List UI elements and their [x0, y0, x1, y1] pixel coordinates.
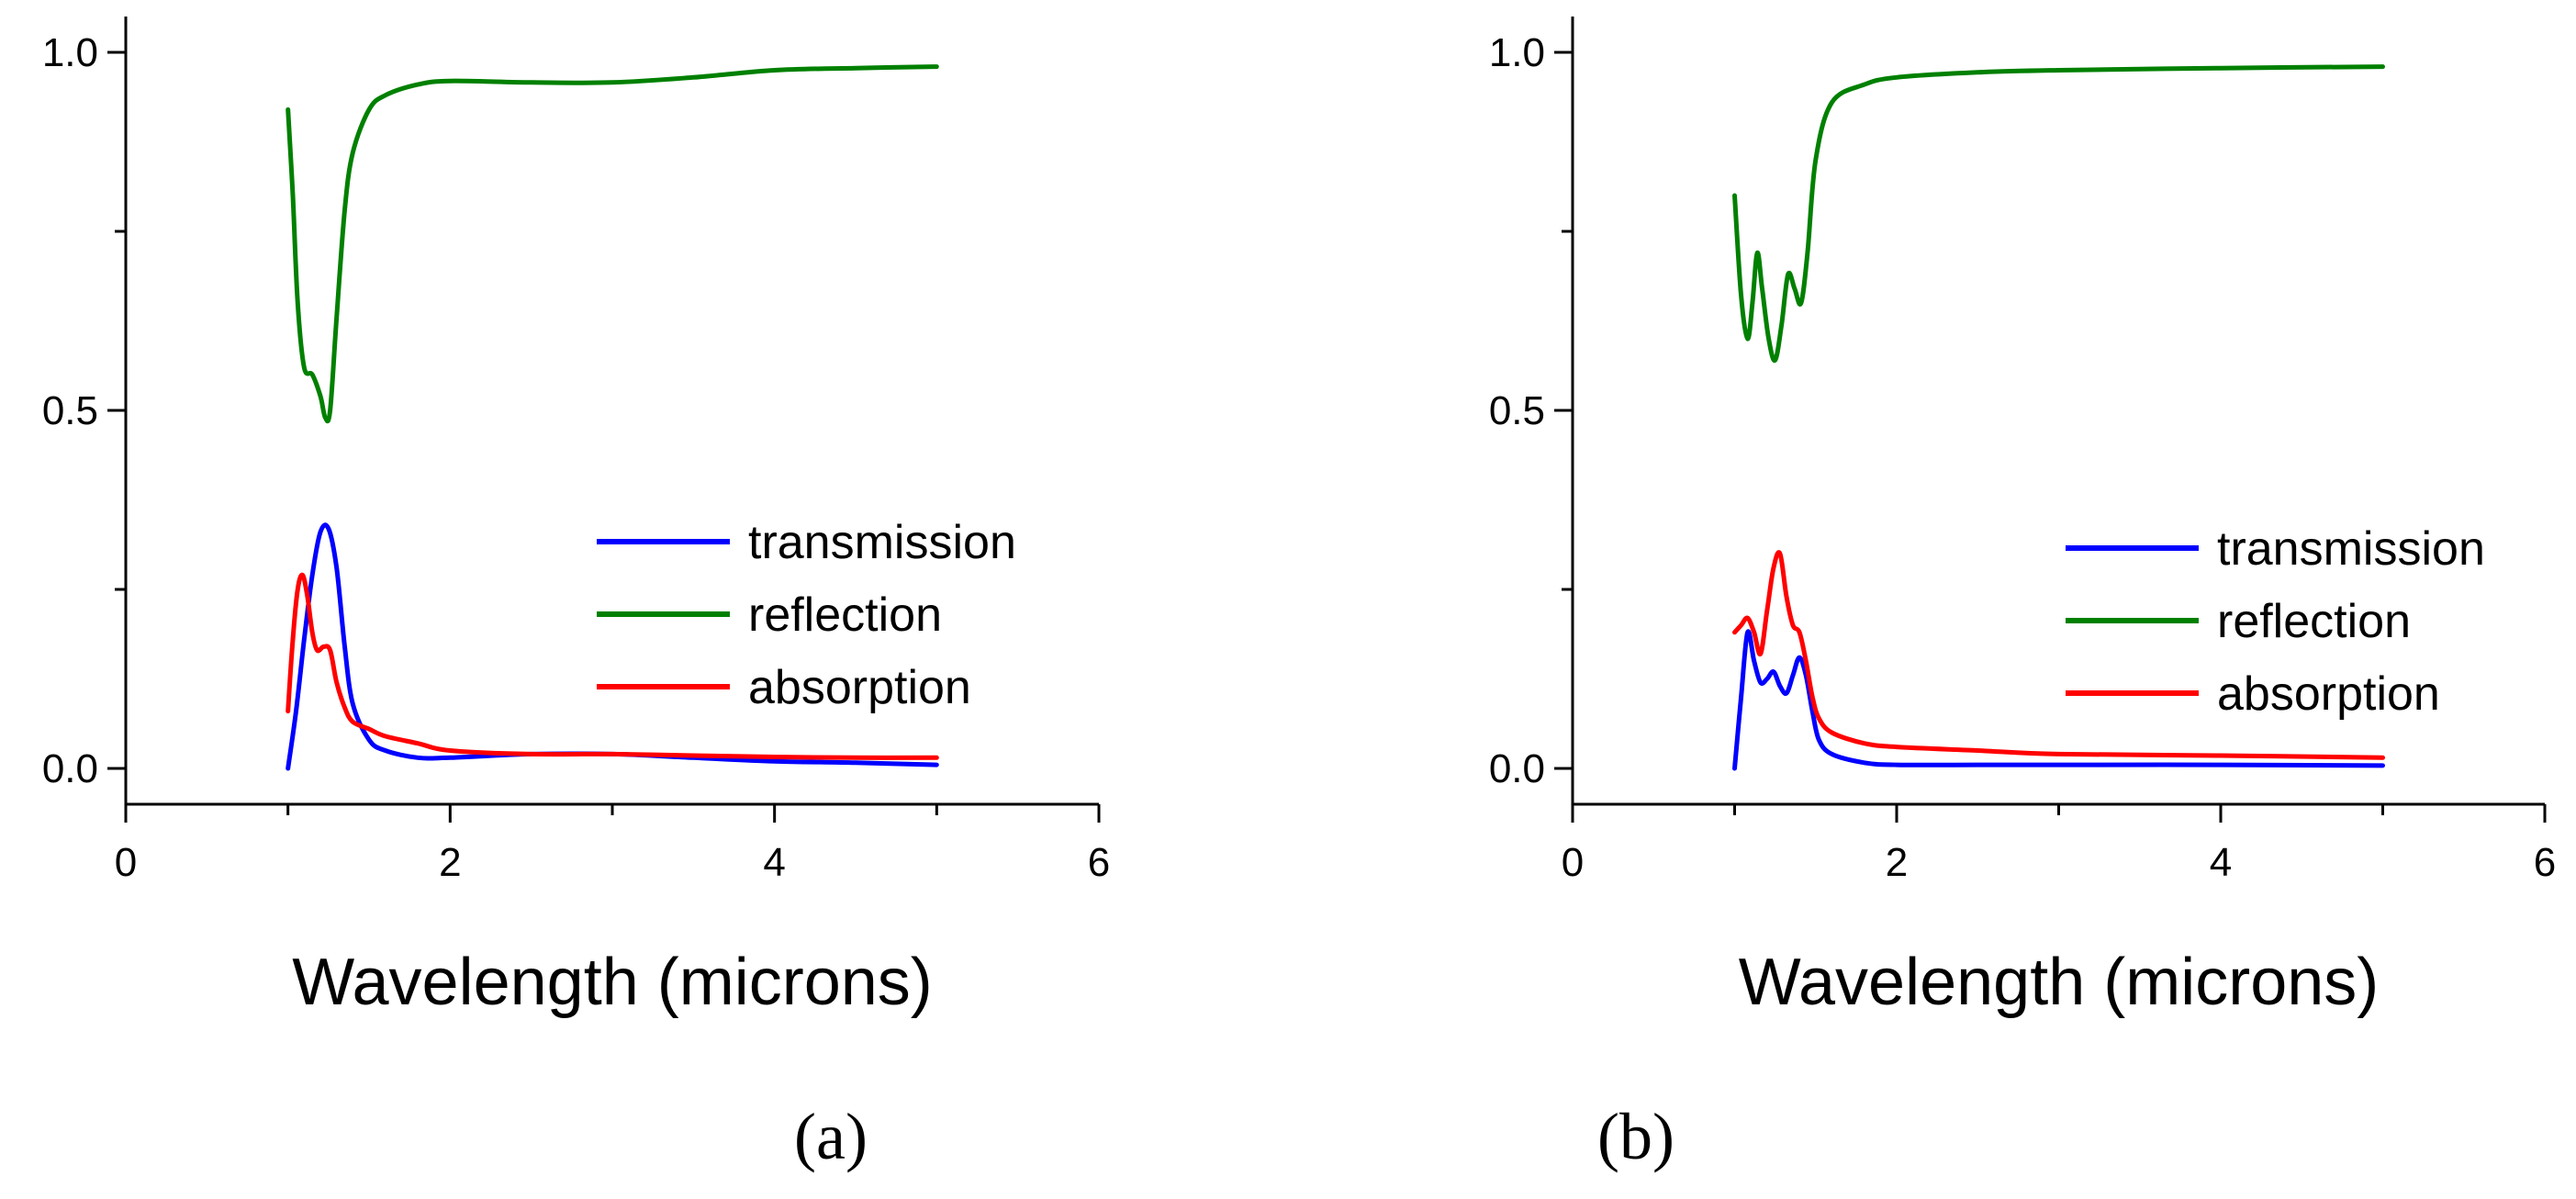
legend-label-reflection: reflection: [2217, 595, 2411, 648]
y-tick-label: 0.5: [42, 388, 98, 433]
panel-b: 0 2 4 6 0.0 0.5 1.0 Wavelength (microns) transmi…: [1489, 17, 2556, 1173]
x-tick-label: 4: [763, 840, 785, 885]
x-tick-label: 2: [439, 840, 461, 885]
x-axis-title: Wavelength (microns): [1739, 946, 2380, 1019]
x-tick-label: 0: [115, 840, 137, 885]
panel-a: 0 2 4 6 0.0 0.5 1.0 Wavelength (microns) transmi…: [42, 17, 1110, 1173]
y-tick-label: 0.0: [42, 746, 98, 791]
y-tick-label: 1.0: [42, 30, 98, 75]
x-axis-title: Wavelength (microns): [292, 946, 933, 1019]
legend-label-reflection: reflection: [748, 588, 942, 642]
legend-label-transmission: transmission: [748, 516, 1016, 569]
series-line-reflection: [286, 64, 939, 424]
y-tick-label: 0.0: [1489, 746, 1545, 791]
x-tick-label: 6: [1088, 840, 1110, 885]
x-tick-label: 4: [2210, 840, 2232, 885]
panel-label: (b): [1597, 1100, 1674, 1173]
y-tick-label: 1.0: [1489, 30, 1545, 75]
series-line-reflection: [1732, 64, 2385, 364]
panel-label: (a): [794, 1100, 868, 1173]
x-tick-label: 0: [1562, 840, 1584, 885]
series-line-transmission: [1732, 629, 2385, 771]
series-line-absorption: [286, 572, 939, 760]
series-line-absorption: [1732, 550, 2385, 760]
legend-label-absorption: absorption: [2217, 667, 2440, 721]
legend-label-absorption: absorption: [748, 661, 971, 714]
series-line-transmission: [286, 522, 939, 771]
legend-label-transmission: transmission: [2217, 522, 2485, 576]
x-tick-label: 6: [2534, 840, 2556, 885]
y-tick-label: 0.5: [1489, 388, 1545, 433]
x-tick-label: 2: [1886, 840, 1908, 885]
